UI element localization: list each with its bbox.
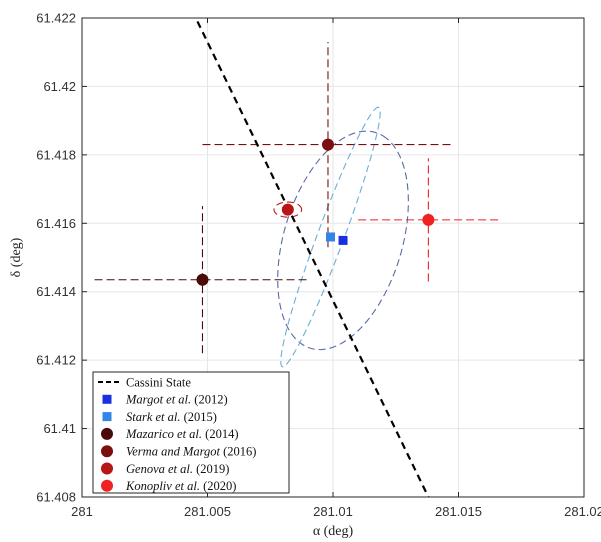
- legend-label-part: Mazarico et al.: [125, 427, 202, 441]
- x-tick-label: 281.01: [313, 504, 353, 519]
- legend-label-part: (2012): [191, 393, 227, 407]
- legend-label: Margot et al. (2012): [125, 393, 228, 407]
- data-point-circle: [321, 138, 334, 151]
- legend-label: Cassini State: [126, 375, 191, 389]
- y-tick-label: 61.41: [43, 421, 76, 436]
- legend-circle-swatch: [101, 427, 113, 440]
- legend-label: Mazarico et al. (2014): [125, 427, 239, 441]
- y-tick-label: 61.418: [36, 147, 76, 162]
- legend: Cassini State Margot et al. (2012) Stark e…: [92, 371, 290, 494]
- data-point-circle: [281, 203, 294, 216]
- legend-label-part: (2016): [220, 445, 256, 459]
- legend-label-part: Stark et al.: [126, 410, 181, 424]
- x-tick-label: 281: [71, 504, 93, 519]
- data-point-circle: [196, 273, 209, 286]
- x-tick-label: 281.02: [564, 504, 601, 519]
- uncertainty-ellipse: [273, 201, 303, 218]
- legend-square-swatch: [102, 412, 112, 422]
- y-tick-label: 61.408: [36, 490, 76, 505]
- x-tick-label: 281.015: [435, 504, 482, 519]
- x-axis-label: α (deg): [313, 524, 354, 539]
- legend-circle-swatch: [101, 479, 113, 492]
- legend-circle-swatch: [101, 462, 113, 475]
- legend-label-part: (2019): [193, 462, 229, 476]
- legend-label-part: (2014): [202, 427, 238, 441]
- cassini-state-line: [196, 20, 430, 497]
- legend-label: Stark et al. (2015): [126, 410, 217, 424]
- legend-circle-swatch: [101, 445, 113, 458]
- y-tick-label: 61.416: [36, 216, 76, 231]
- legend-label-part: Konopliv et al.: [125, 479, 200, 493]
- y-tick-label: 61.42: [43, 79, 76, 94]
- legend-label: Konopliv et al. (2020): [125, 479, 236, 493]
- markers: [196, 138, 435, 286]
- legend-label: Genova et al. (2019): [126, 462, 229, 476]
- uncertainty-ellipse: [280, 106, 381, 368]
- y-tick-label: 61.414: [36, 284, 76, 299]
- legend-label-part: (2015): [181, 410, 217, 424]
- y-axis-label: δ (deg): [9, 237, 24, 277]
- y-tick-label: 61.412: [36, 353, 76, 368]
- legend-label-part: Genova et al.: [126, 462, 193, 476]
- legend-label: Verma and Margot (2016): [126, 445, 256, 459]
- legend-label-part: Margot et al.: [125, 393, 191, 407]
- legend-label-part: Verma and Margot: [126, 445, 221, 459]
- data-point-square: [338, 235, 348, 245]
- data-point-circle: [422, 213, 435, 226]
- x-tick-label: 281.005: [184, 504, 231, 519]
- legend-square-swatch: [102, 394, 112, 404]
- legend-label-part: (2020): [200, 479, 236, 493]
- legend-label-part: Cassini State: [126, 375, 191, 389]
- legend-box: [92, 371, 290, 494]
- ticks: 281 281.005 281.01 281.015 281.02 61.408 61.41…: [36, 11, 601, 520]
- data-point-square: [325, 232, 335, 242]
- y-tick-label: 61.422: [36, 11, 76, 26]
